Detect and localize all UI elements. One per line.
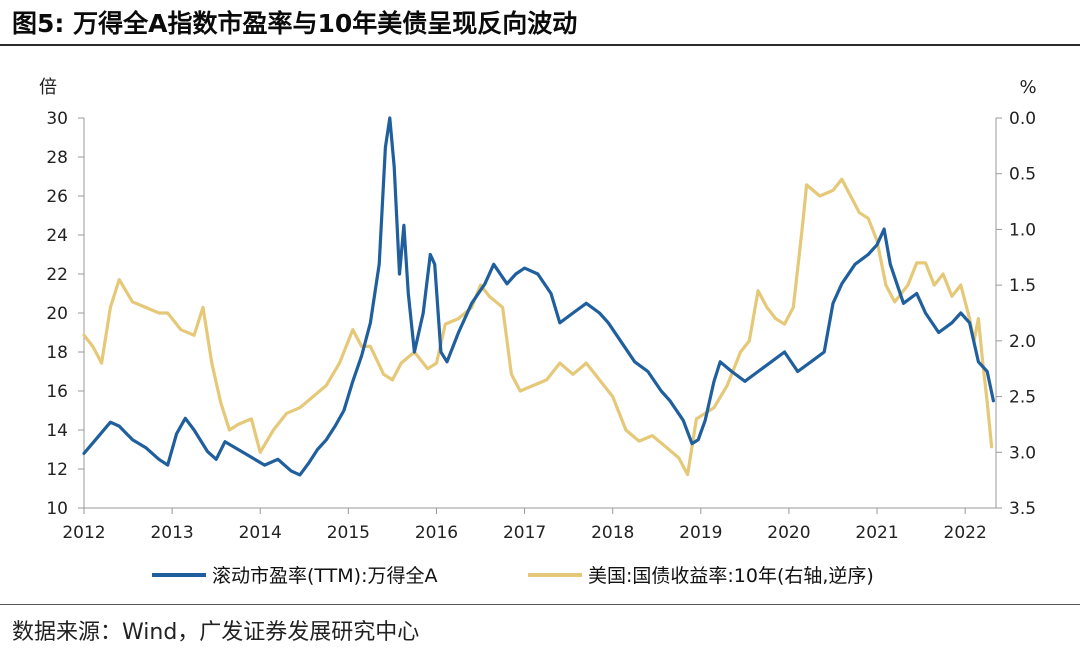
left-tick-label: 26 [46,187,68,207]
series-line-pe-ttm [82,116,995,477]
title-divider [0,44,1080,46]
right-tick-label: 0.0 [1009,109,1036,129]
x-tick-label: 2020 [767,523,810,543]
left-axis-unit: 倍 [39,77,57,98]
x-tick-label: 2022 [944,523,987,543]
left-tick-label: 28 [46,148,68,168]
left-tick-label: 12 [46,460,68,480]
left-tick-label: 24 [46,226,68,246]
legend: 滚动市盈率(TTM):万得全A 美国:国债收益率:10年(右轴,逆序) [152,565,874,587]
legend-label: 美国:国债收益率:10年(右轴,逆序) [588,565,874,587]
series-line-us-10y-yield [82,177,994,477]
page-title: 图5: 万得全A指数市盈率与10年美债呈现反向波动 [12,9,578,38]
series-group [82,116,995,477]
x-tick-label: 2012 [62,523,105,543]
left-tick-label: 16 [46,382,68,402]
source-note: 数据来源：Wind，广发证券发展研究中心 [12,620,420,645]
left-tick-label: 14 [46,421,68,441]
x-tick-label: 2018 [591,523,634,543]
right-axis-unit: % [1019,77,1036,98]
x-tick-label: 2016 [415,523,458,543]
source-divider [0,604,1080,605]
x-tick-label: 2015 [327,523,370,543]
right-tick-label: 3.5 [1009,499,1036,519]
left-tick-label: 30 [46,109,68,129]
x-tick-label: 2021 [855,523,898,543]
left-tick-label: 20 [46,304,68,324]
right-tick-label: 2.5 [1009,388,1036,408]
right-tick-label: 1.5 [1009,276,1036,296]
left-tick-label: 18 [46,343,68,363]
x-tick-label: 2017 [503,523,546,543]
right-tick-label: 3.0 [1009,443,1036,463]
right-tick-label: 2.0 [1009,332,1036,352]
axes: 1012141618202224262830倍0.00.51.01.52.02.… [39,77,1037,543]
legend-label: 滚动市盈率(TTM):万得全A [212,565,438,587]
right-tick-label: 0.5 [1009,165,1036,185]
x-tick-label: 2014 [239,523,282,543]
right-tick-label: 1.0 [1009,220,1036,240]
chart: 1012141618202224262830倍0.00.51.01.52.02.… [39,77,1037,587]
x-tick-label: 2013 [150,523,193,543]
left-tick-label: 22 [46,265,68,285]
left-tick-label: 10 [46,499,68,519]
x-tick-label: 2019 [679,523,722,543]
